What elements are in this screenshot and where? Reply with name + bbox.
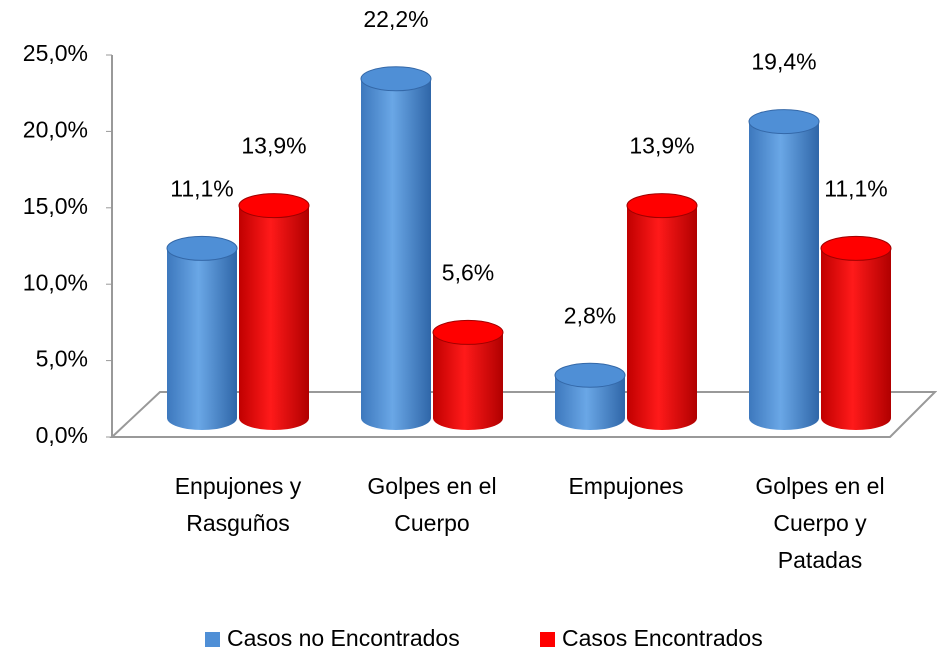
cylinder-top (166, 235, 238, 261)
cylinder (432, 319, 504, 430)
y-tick-label: 0,0% (36, 422, 88, 448)
x-tick-label: Cuerpo (394, 510, 469, 536)
x-tick-label: Enpujones y (175, 473, 302, 499)
cylinder-top (554, 362, 626, 388)
cylinder-body (167, 248, 237, 430)
value-label: 2,8% (564, 302, 616, 328)
legend-label: Casos no Encontrados (227, 625, 460, 651)
cylinder (626, 193, 698, 430)
cylinder-body (627, 205, 697, 430)
legend-label: Casos Encontrados (562, 625, 763, 651)
y-tick-label: 15,0% (23, 193, 88, 219)
value-label: 22,2% (363, 6, 428, 32)
value-label: 11,1% (170, 175, 234, 201)
y-tick-label: 10,0% (23, 269, 88, 295)
cylinder-top (432, 319, 504, 345)
x-tick-label: Golpes en el (755, 473, 884, 499)
cylinder-top (360, 66, 432, 92)
x-tick-label: Cuerpo y (773, 510, 867, 536)
value-label: 13,9% (241, 133, 306, 159)
cylinder (554, 362, 626, 430)
cylinder (238, 193, 310, 430)
y-tick-label: 20,0% (23, 116, 88, 142)
x-tick-label: Empujones (568, 473, 683, 499)
floor (109, 391, 937, 438)
cylinder-top (626, 193, 698, 219)
x-tick-label: Patadas (778, 547, 862, 573)
cylinder (820, 235, 892, 430)
cylinder-top (748, 109, 820, 135)
cylinder-top (238, 193, 310, 219)
x-tick-label: Rasguños (186, 510, 290, 536)
cylinder (748, 109, 820, 431)
value-label: 19,4% (751, 49, 816, 75)
legend-swatch (205, 632, 220, 647)
cylinder-body (239, 205, 309, 430)
value-label: 11,1% (824, 175, 888, 201)
cylinder (360, 66, 432, 430)
cylinder-body (555, 375, 625, 430)
cylinder-top (820, 235, 892, 261)
x-tick-label: Golpes en el (367, 473, 496, 499)
cylinder-body (433, 332, 503, 430)
cylinder-body (821, 248, 891, 430)
value-label: 13,9% (629, 133, 694, 159)
cylinder-body (361, 78, 431, 430)
cylinder (166, 235, 238, 430)
cylinder-body (749, 121, 819, 431)
legend-swatch (540, 632, 555, 647)
y-tick-label: 5,0% (36, 346, 88, 372)
value-label: 5,6% (442, 260, 494, 286)
y-tick-label: 25,0% (23, 40, 88, 66)
